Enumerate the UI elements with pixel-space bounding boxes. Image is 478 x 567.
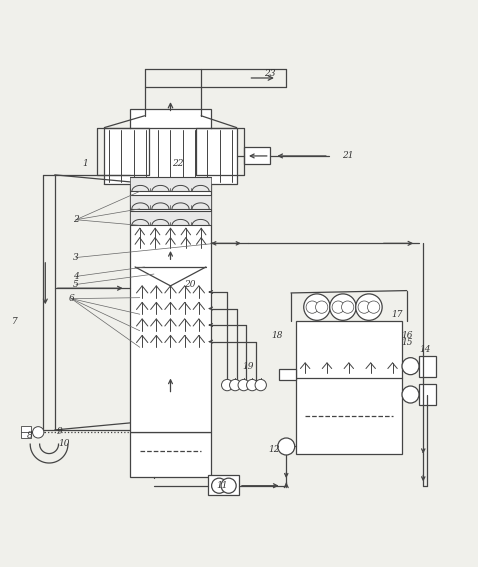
Circle shape (33, 426, 44, 438)
Text: 8: 8 (27, 431, 33, 440)
Text: 18: 18 (271, 331, 282, 340)
Bar (208, 475, 239, 495)
Bar (244, 147, 270, 164)
Circle shape (221, 478, 236, 493)
Text: 3: 3 (73, 253, 79, 262)
Bar (130, 211, 211, 226)
Circle shape (332, 301, 344, 313)
Text: 9: 9 (56, 428, 62, 437)
Circle shape (238, 379, 250, 391)
Text: 20: 20 (184, 280, 195, 289)
Circle shape (255, 379, 266, 391)
Circle shape (402, 386, 419, 403)
Text: 16: 16 (401, 331, 413, 340)
Text: 7: 7 (12, 317, 18, 326)
Bar (130, 194, 211, 209)
Bar (419, 356, 435, 376)
Circle shape (330, 294, 356, 320)
Text: 21: 21 (342, 151, 353, 160)
Circle shape (221, 379, 233, 391)
Text: 19: 19 (243, 362, 254, 371)
Bar (130, 432, 211, 477)
Bar (130, 109, 211, 432)
Circle shape (304, 294, 330, 320)
Bar (419, 384, 435, 405)
Bar (104, 128, 237, 184)
Text: 22: 22 (172, 159, 184, 167)
Circle shape (229, 379, 241, 391)
Circle shape (368, 301, 380, 313)
Circle shape (358, 301, 370, 313)
Bar (296, 321, 402, 454)
Circle shape (278, 438, 295, 455)
Text: 14: 14 (420, 345, 431, 354)
Text: 11: 11 (217, 481, 228, 490)
Text: 5: 5 (73, 280, 79, 289)
Bar (130, 177, 211, 192)
Text: 23: 23 (264, 69, 275, 78)
Bar (279, 369, 296, 380)
Circle shape (306, 301, 318, 313)
Bar (21, 426, 31, 438)
Text: 17: 17 (391, 310, 403, 319)
Text: 10: 10 (58, 439, 70, 448)
Circle shape (356, 294, 382, 320)
Circle shape (247, 379, 258, 391)
Circle shape (341, 301, 354, 313)
Text: 2: 2 (73, 215, 79, 224)
Text: 1: 1 (83, 159, 88, 167)
Text: 4: 4 (73, 272, 79, 281)
Text: 12: 12 (269, 445, 280, 454)
Text: 6: 6 (68, 294, 74, 303)
Circle shape (402, 358, 419, 375)
Circle shape (212, 478, 227, 493)
Circle shape (315, 301, 328, 313)
Text: 15: 15 (401, 338, 413, 347)
